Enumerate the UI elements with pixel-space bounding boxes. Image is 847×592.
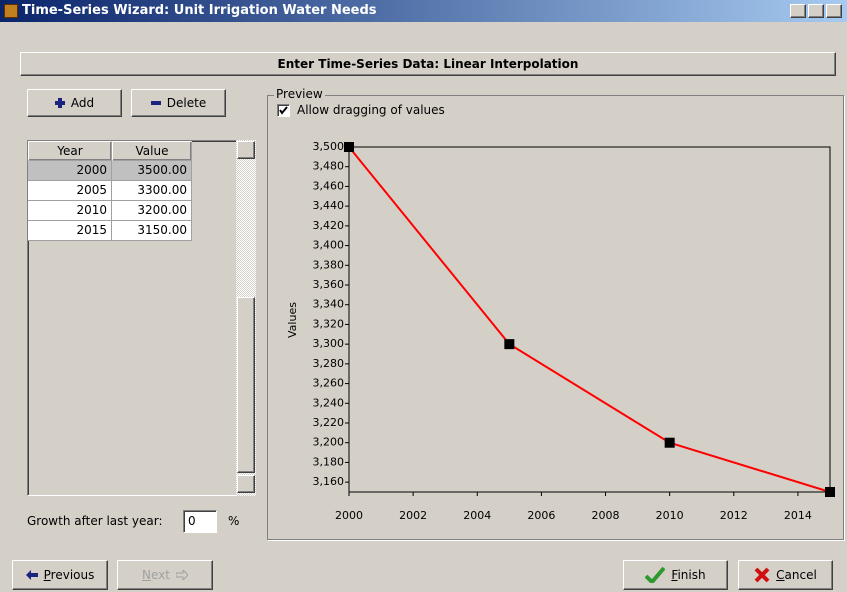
window-title: Time-Series Wizard: Unit Irrigation Wate… bbox=[22, 3, 377, 18]
x-tick-label: 2002 bbox=[399, 509, 427, 522]
column-header: Year bbox=[28, 141, 112, 161]
checkbox-label: Allow dragging of values bbox=[297, 103, 445, 117]
maximize-button[interactable] bbox=[808, 4, 824, 18]
data-point bbox=[825, 487, 835, 497]
check-icon bbox=[645, 567, 666, 583]
previous-button[interactable]: Previous bbox=[12, 560, 108, 590]
table-cell[interactable]: 3150.00 bbox=[112, 221, 192, 241]
y-tick-label: 3,300 bbox=[313, 337, 345, 350]
data-point bbox=[664, 437, 675, 448]
growth-unit: % bbox=[228, 514, 240, 528]
plus-icon bbox=[54, 98, 65, 108]
header-bar: Enter Time-Series Data: Linear Interpola… bbox=[20, 52, 836, 76]
growth-label: Growth after last year: bbox=[27, 514, 163, 528]
scroll-down[interactable] bbox=[237, 475, 255, 493]
y-tick-label: 3,160 bbox=[313, 475, 345, 488]
table-cell[interactable]: 3200.00 bbox=[112, 201, 192, 221]
checkbox[interactable] bbox=[277, 104, 290, 117]
close-button[interactable] bbox=[826, 4, 842, 18]
scrollbar[interactable] bbox=[236, 140, 256, 496]
y-tick-label: 3,380 bbox=[313, 258, 345, 271]
y-tick-label: 3,260 bbox=[313, 377, 345, 390]
y-tick-label: 3,200 bbox=[313, 436, 345, 449]
table-cell[interactable]: 3300.00 bbox=[112, 181, 192, 201]
header-text: Enter Time-Series Data: Linear Interpola… bbox=[277, 57, 579, 71]
y-tick-label: 3,460 bbox=[313, 179, 345, 192]
cancel-button[interactable]: Cancel bbox=[738, 560, 833, 590]
table-cell[interactable]: 2015 bbox=[28, 221, 112, 241]
minimize-button[interactable] bbox=[790, 4, 806, 18]
table-cell[interactable]: 2000 bbox=[28, 161, 112, 181]
table-cell[interactable]: 3500.00 bbox=[112, 161, 192, 181]
y-tick-label: 3,280 bbox=[313, 357, 345, 370]
app-icon bbox=[4, 4, 18, 18]
y-tick-label: 3,340 bbox=[313, 298, 345, 311]
y-tick-label: 3,360 bbox=[313, 278, 345, 291]
growth-input[interactable]: 0 bbox=[183, 510, 217, 533]
table-cell[interactable]: 2005 bbox=[28, 181, 112, 201]
finish-button[interactable]: Finish bbox=[623, 560, 728, 590]
plot-area bbox=[348, 146, 831, 493]
series-line bbox=[348, 146, 831, 493]
x-icon bbox=[754, 567, 770, 583]
data-point bbox=[344, 142, 354, 152]
scroll-up[interactable] bbox=[237, 141, 255, 159]
title-bar bbox=[0, 0, 847, 22]
x-tick-label: 2006 bbox=[527, 509, 555, 522]
finish-label: Finish bbox=[671, 568, 706, 582]
add-label: Add bbox=[70, 96, 95, 110]
y-tick-label: 3,220 bbox=[313, 416, 345, 429]
y-tick-label: 3,400 bbox=[313, 239, 345, 252]
chart: Values 3,160 3,180 3,200 3,220 3,240 3,260 3,2… bbox=[286, 140, 835, 522]
y-axis-label: Values bbox=[286, 302, 299, 338]
x-tick-label: 2012 bbox=[720, 509, 748, 522]
previous-label: Previous bbox=[43, 568, 95, 582]
y-tick-label: 3,420 bbox=[313, 219, 345, 232]
y-tick-label: 3,320 bbox=[313, 317, 345, 330]
y-tick-label: 3,180 bbox=[313, 455, 345, 468]
x-tick-label: 2014 bbox=[784, 509, 812, 522]
minus-icon bbox=[150, 101, 161, 105]
x-tick-label: 2004 bbox=[463, 509, 491, 522]
y-tick-label: 3,480 bbox=[313, 160, 345, 173]
x-tick-label: 2000 bbox=[335, 509, 363, 522]
delete-label: Delete bbox=[166, 96, 207, 110]
y-tick-label: 3,240 bbox=[313, 396, 345, 409]
y-tick-label: 3,500 bbox=[313, 140, 345, 153]
scroll-thumb[interactable] bbox=[237, 297, 255, 473]
check-mark bbox=[279, 106, 288, 115]
left-arrow-icon bbox=[25, 570, 38, 580]
data-point bbox=[504, 339, 515, 350]
x-tick-label: 2008 bbox=[592, 509, 620, 522]
right-arrow-icon bbox=[175, 570, 188, 580]
y-tick-label: 3,440 bbox=[313, 199, 345, 212]
column-header: Value bbox=[112, 141, 192, 161]
add-button[interactable]: Add bbox=[27, 89, 122, 117]
preview-label: Preview bbox=[274, 87, 325, 101]
preview-group bbox=[267, 95, 844, 540]
next-button: Next bbox=[117, 560, 213, 590]
data-table: Year Value 2000 3500.00 2005 3300.00 2010 320… bbox=[27, 140, 237, 496]
cancel-label: Cancel bbox=[776, 568, 817, 582]
x-tick-label: 2010 bbox=[656, 509, 684, 522]
next-label: Next bbox=[142, 568, 170, 582]
table-cell[interactable]: 2010 bbox=[28, 201, 112, 221]
delete-button[interactable]: Delete bbox=[131, 89, 226, 117]
